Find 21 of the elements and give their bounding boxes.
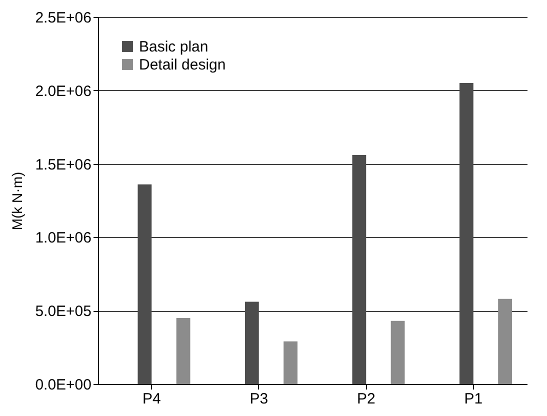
bar [138,184,152,384]
x-tick-label: P4 [142,390,161,408]
bar [498,298,512,384]
y-tick-label: 1.5E+06 [35,156,92,174]
y-tick-label: 2.0E+06 [35,82,92,100]
bar [176,318,190,384]
y-tick-label: 5.0E+05 [35,303,92,320]
x-tick-label: P2 [356,390,376,408]
y-tick-label: 0.0E+00 [35,376,92,394]
legend-label: Detail design [139,56,226,74]
legend-label: Basic plan [139,38,208,56]
x-tick-label: P1 [464,390,483,408]
bar [284,341,298,384]
bar [352,154,366,384]
x-tick-label: P3 [250,390,268,408]
y-tick-label: 1.0E+06 [35,230,92,247]
y-tick-label: 2.5E+06 [35,10,92,26]
bar [244,302,259,384]
y-axis-title: M(k N·m) [9,172,26,230]
bar [390,320,405,384]
bar [459,83,474,384]
